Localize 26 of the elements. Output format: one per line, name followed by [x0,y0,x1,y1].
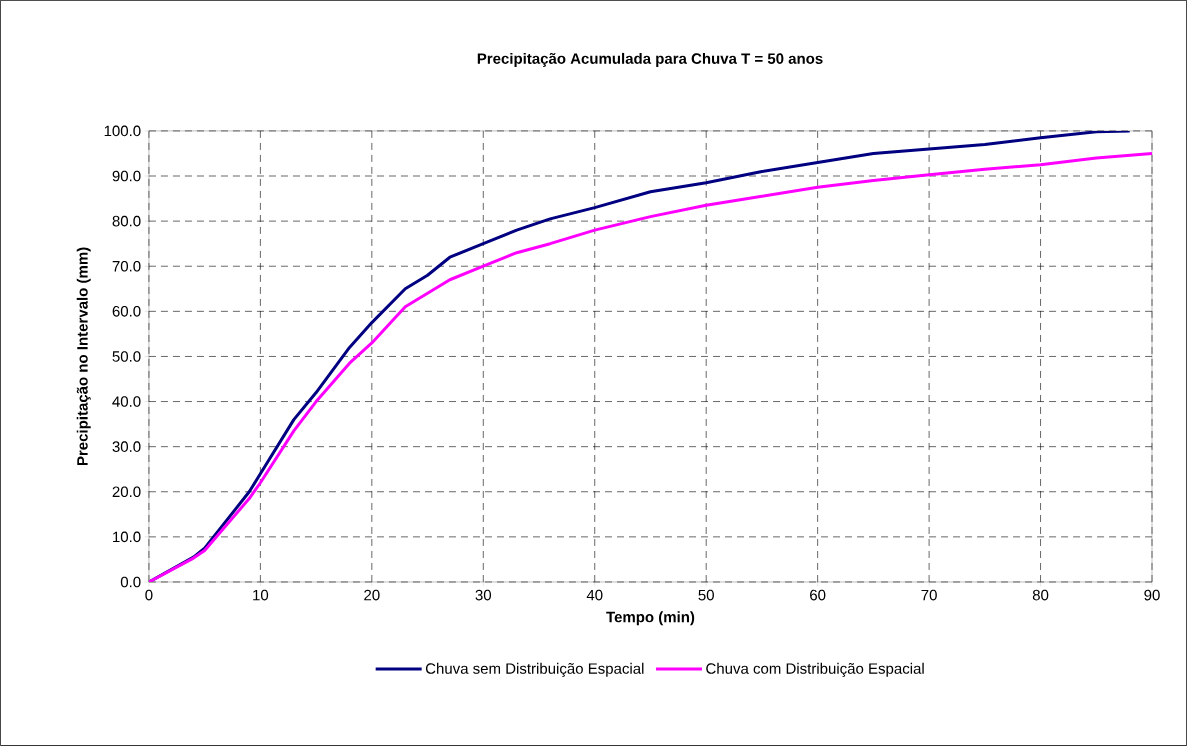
x-tick-label: 90 [1144,589,1160,601]
x-tick-label: 50 [698,589,714,601]
y-tick-label: 90.0 [112,170,141,182]
y-tick-label: 30.0 [112,441,141,453]
x-tick-label: 0 [145,589,153,601]
legend-label: Chuva sem Distribuição Espacial [425,662,644,677]
y-tick-label: 20.0 [112,486,141,498]
x-tick-label: 20 [364,589,380,601]
x-tick-label: 80 [1032,589,1049,601]
x-tick-label: 70 [921,589,937,601]
y-tick-label: 40.0 [112,396,141,407]
y-tick-label: 10.0 [113,531,141,543]
y-tick-label: 100.0 [104,125,141,137]
chart-title: Precipitação Acumulada para Chuva T = 50 anos [477,52,823,67]
y-tick-label: 50.0 [112,351,141,362]
y-axis-title: Precipitação no Intervalo (mm) [76,247,91,466]
x-tick-label: 40 [586,589,603,601]
x-axis-title: Tempo (min) [606,611,695,626]
x-tick-label: 60 [810,589,826,601]
x-tick-label: 10 [253,589,269,601]
legend-label: Chuva com Distribuição Espacial [706,662,924,677]
y-tick-label: 0.0 [120,576,141,588]
x-tick-label: 30 [475,589,492,601]
y-tick-label: 70.0 [112,260,141,272]
y-tick-label: 60.0 [112,306,141,317]
y-tick-label: 80.0 [112,215,141,227]
